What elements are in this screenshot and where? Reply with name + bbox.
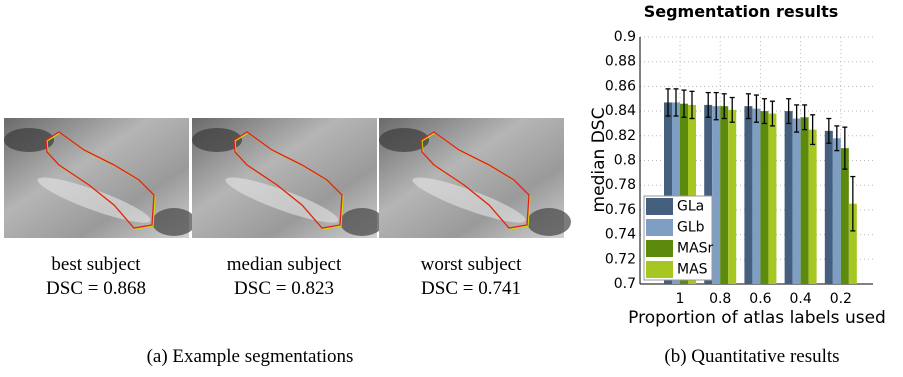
legend-label: GLb: [677, 220, 705, 236]
bar: [712, 106, 720, 284]
bar: [760, 111, 768, 284]
figure: best subject DSC = 0.868 median subject DSC…: [0, 0, 903, 377]
y-tick-label: 0.82: [605, 128, 636, 144]
y-tick-label: 0.7: [614, 276, 636, 292]
panel-name: best subject: [51, 254, 141, 275]
panel-dsc: DSC = 0.741: [421, 278, 521, 299]
y-tick-label: 0.84: [605, 103, 636, 119]
caption-a: (a) Example segmentations: [147, 346, 354, 367]
dark-region: [152, 208, 196, 236]
y-tick-label: 0.8: [614, 153, 636, 169]
y-tick-label: 0.72: [605, 251, 636, 267]
x-axis-label: Proportion of atlas labels used: [628, 308, 886, 328]
bar: [793, 119, 801, 284]
legend-swatch: [646, 198, 673, 215]
legend-label: MASr: [677, 241, 714, 257]
y-axis-label: median DSC: [589, 108, 609, 213]
bar: [833, 138, 841, 284]
bar: [728, 110, 736, 284]
x-tick-label: 0.4: [789, 291, 811, 307]
caption-b: (b) Quantitative results: [664, 346, 839, 367]
x-tick-label: 0.8: [709, 291, 731, 307]
bar: [785, 111, 793, 284]
bar: [801, 117, 809, 284]
x-tick-label: 0.6: [749, 291, 771, 307]
legend-swatch: [646, 219, 673, 236]
example-images: best subject DSC = 0.868 median subject DSC…: [4, 118, 571, 299]
y-tick-label: 0.74: [605, 227, 636, 243]
panel-name: worst subject: [421, 254, 523, 275]
dark-region: [340, 208, 384, 236]
bar: [809, 130, 817, 284]
x-tick-label: 1: [676, 291, 685, 307]
panel-dsc: DSC = 0.868: [46, 278, 146, 299]
bar: [825, 131, 833, 284]
x-tick-label: 0.2: [830, 291, 852, 307]
bar: [720, 106, 728, 284]
bar: [744, 106, 752, 284]
legend-label: MAS: [677, 262, 708, 278]
y-tick-label: 0.78: [605, 177, 636, 193]
panel-dsc: DSC = 0.823: [234, 278, 334, 299]
bar: [768, 114, 776, 284]
legend-swatch: [646, 240, 673, 257]
dark-region: [527, 208, 571, 236]
bar: [752, 109, 760, 284]
y-tick-label: 0.88: [605, 54, 636, 70]
y-tick-label: 0.9: [614, 29, 636, 45]
y-tick-label: 0.86: [605, 78, 636, 94]
chart-title: Segmentation results: [644, 2, 839, 21]
legend-label: GLa: [677, 199, 704, 215]
y-tick-label: 0.76: [605, 202, 636, 218]
legend-swatch: [646, 261, 673, 278]
panel-name: median subject: [227, 254, 342, 275]
